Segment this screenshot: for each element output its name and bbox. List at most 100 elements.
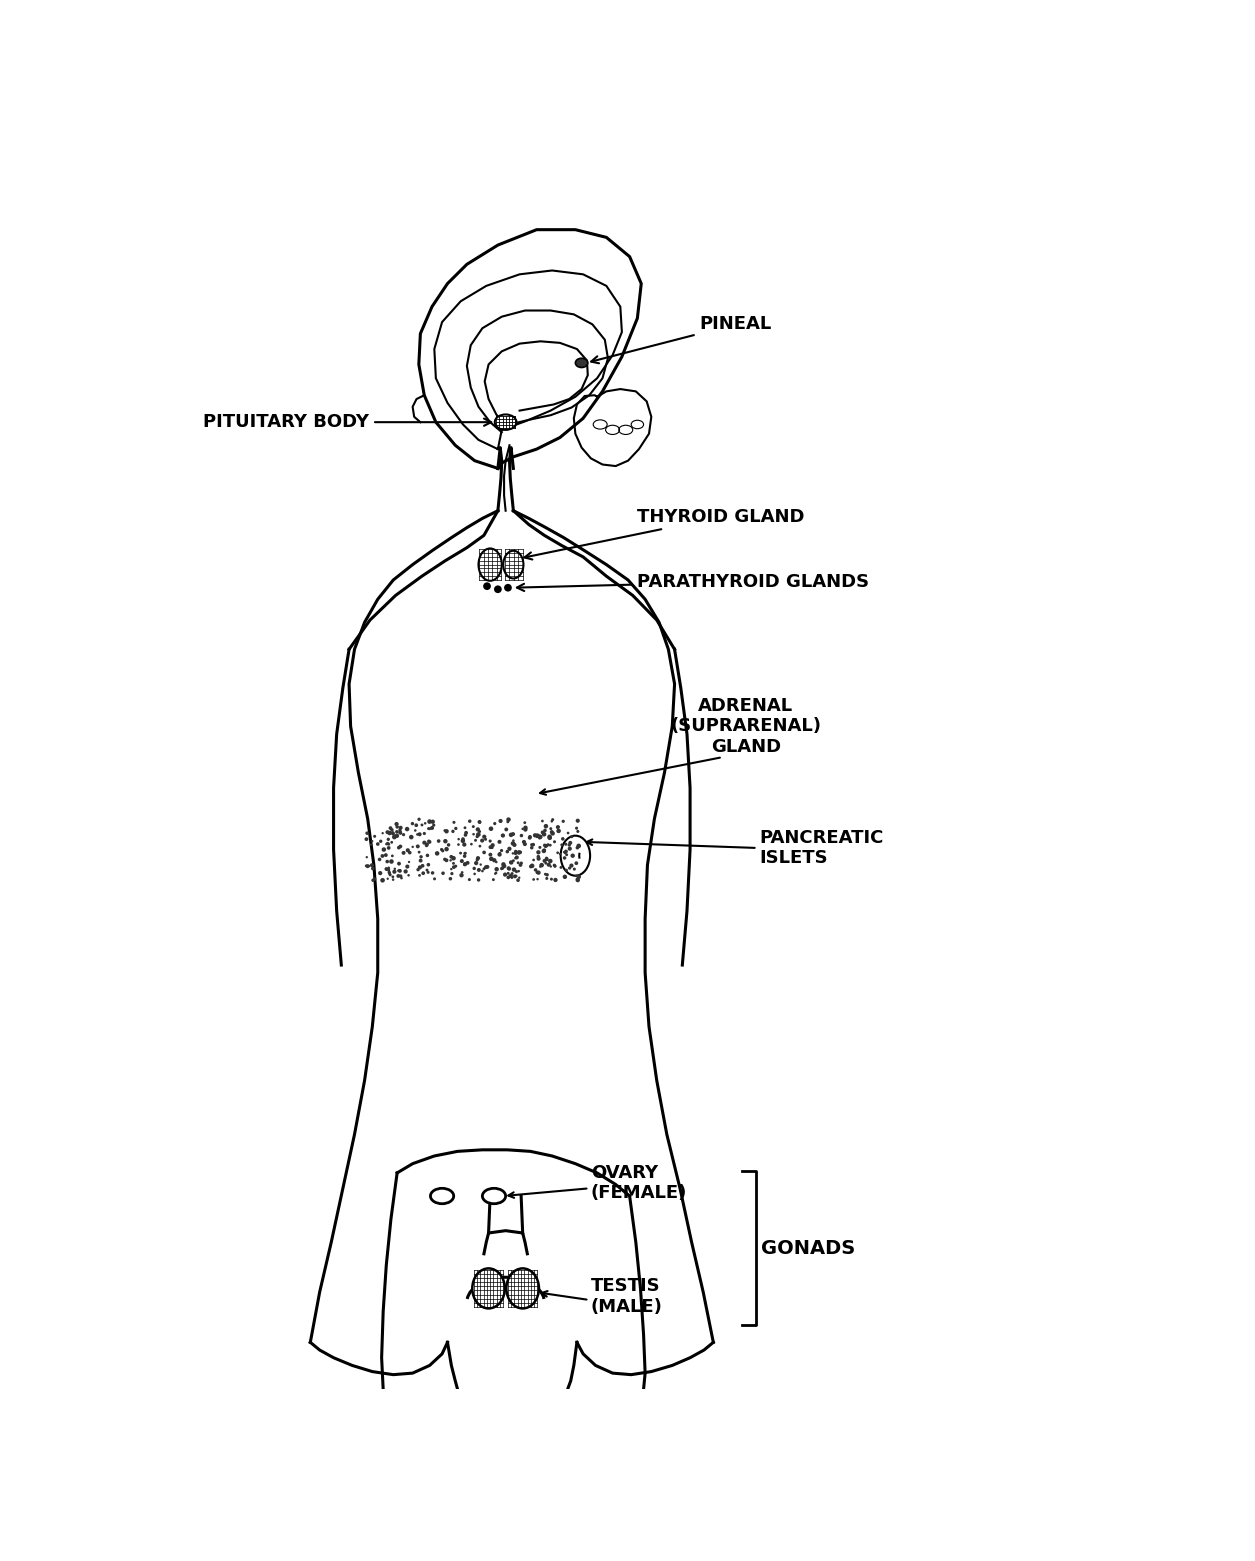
Circle shape bbox=[419, 859, 423, 863]
Circle shape bbox=[394, 868, 397, 869]
Circle shape bbox=[394, 823, 399, 826]
Circle shape bbox=[389, 826, 393, 830]
Circle shape bbox=[501, 834, 505, 838]
Circle shape bbox=[553, 840, 556, 843]
Text: THYROID GLAND: THYROID GLAND bbox=[525, 507, 804, 559]
Circle shape bbox=[477, 879, 481, 882]
Ellipse shape bbox=[561, 835, 590, 876]
Circle shape bbox=[424, 823, 427, 824]
Circle shape bbox=[528, 835, 532, 838]
Circle shape bbox=[373, 877, 376, 880]
Circle shape bbox=[482, 835, 487, 838]
Circle shape bbox=[532, 879, 535, 880]
Circle shape bbox=[425, 868, 428, 871]
Circle shape bbox=[506, 849, 510, 854]
Circle shape bbox=[427, 820, 432, 824]
Circle shape bbox=[368, 865, 370, 868]
Circle shape bbox=[498, 852, 501, 854]
Circle shape bbox=[523, 826, 527, 830]
Circle shape bbox=[543, 829, 547, 832]
Text: PINEAL: PINEAL bbox=[591, 315, 772, 364]
Circle shape bbox=[376, 843, 379, 846]
Circle shape bbox=[570, 863, 574, 868]
Circle shape bbox=[576, 846, 579, 849]
Circle shape bbox=[423, 832, 425, 835]
Circle shape bbox=[528, 835, 532, 840]
Circle shape bbox=[569, 866, 571, 869]
Circle shape bbox=[476, 832, 481, 837]
Circle shape bbox=[461, 837, 464, 841]
Circle shape bbox=[388, 873, 392, 876]
Circle shape bbox=[443, 829, 446, 832]
Circle shape bbox=[537, 857, 541, 860]
Circle shape bbox=[482, 868, 486, 869]
Circle shape bbox=[547, 835, 552, 838]
Circle shape bbox=[536, 851, 541, 854]
Circle shape bbox=[454, 865, 457, 868]
Circle shape bbox=[387, 838, 390, 841]
Circle shape bbox=[575, 827, 579, 830]
Circle shape bbox=[530, 843, 533, 846]
Circle shape bbox=[499, 849, 503, 852]
Circle shape bbox=[433, 877, 435, 880]
Circle shape bbox=[558, 852, 561, 855]
Circle shape bbox=[505, 827, 508, 832]
Circle shape bbox=[478, 820, 482, 824]
Circle shape bbox=[399, 874, 403, 877]
Circle shape bbox=[408, 851, 412, 854]
Circle shape bbox=[472, 826, 474, 827]
Circle shape bbox=[378, 871, 383, 876]
Circle shape bbox=[464, 830, 468, 835]
Circle shape bbox=[452, 821, 456, 824]
Ellipse shape bbox=[507, 1269, 538, 1308]
Circle shape bbox=[516, 879, 520, 882]
Circle shape bbox=[444, 859, 448, 862]
Circle shape bbox=[371, 866, 375, 871]
Circle shape bbox=[550, 827, 552, 830]
Ellipse shape bbox=[478, 548, 502, 581]
Circle shape bbox=[576, 830, 580, 834]
Circle shape bbox=[395, 830, 399, 834]
Circle shape bbox=[523, 841, 527, 846]
Circle shape bbox=[492, 859, 497, 862]
Circle shape bbox=[547, 835, 552, 840]
Circle shape bbox=[538, 846, 541, 849]
Circle shape bbox=[472, 866, 476, 869]
Circle shape bbox=[388, 843, 390, 846]
Circle shape bbox=[563, 849, 569, 854]
Circle shape bbox=[430, 820, 435, 824]
Circle shape bbox=[371, 879, 375, 882]
Circle shape bbox=[494, 866, 499, 871]
Circle shape bbox=[542, 832, 546, 837]
Circle shape bbox=[397, 862, 400, 865]
Circle shape bbox=[577, 874, 581, 879]
Circle shape bbox=[540, 863, 543, 868]
Circle shape bbox=[537, 855, 540, 859]
Circle shape bbox=[474, 838, 477, 841]
Ellipse shape bbox=[575, 359, 587, 367]
Circle shape bbox=[425, 843, 429, 846]
Circle shape bbox=[392, 854, 394, 857]
Circle shape bbox=[543, 845, 547, 848]
Circle shape bbox=[463, 852, 466, 855]
Circle shape bbox=[557, 826, 560, 829]
Circle shape bbox=[437, 840, 441, 843]
Circle shape bbox=[511, 841, 516, 846]
Circle shape bbox=[441, 848, 443, 851]
Circle shape bbox=[394, 834, 399, 838]
Circle shape bbox=[459, 859, 464, 863]
Circle shape bbox=[576, 818, 580, 823]
Circle shape bbox=[523, 827, 527, 832]
Circle shape bbox=[418, 832, 422, 837]
Circle shape bbox=[427, 827, 430, 830]
Circle shape bbox=[384, 868, 388, 871]
Circle shape bbox=[536, 871, 541, 874]
Circle shape bbox=[541, 820, 543, 823]
Circle shape bbox=[491, 843, 494, 848]
Circle shape bbox=[563, 851, 565, 854]
Circle shape bbox=[567, 832, 570, 834]
Circle shape bbox=[562, 874, 567, 879]
Circle shape bbox=[545, 862, 547, 865]
Circle shape bbox=[542, 849, 546, 854]
Circle shape bbox=[497, 840, 502, 845]
